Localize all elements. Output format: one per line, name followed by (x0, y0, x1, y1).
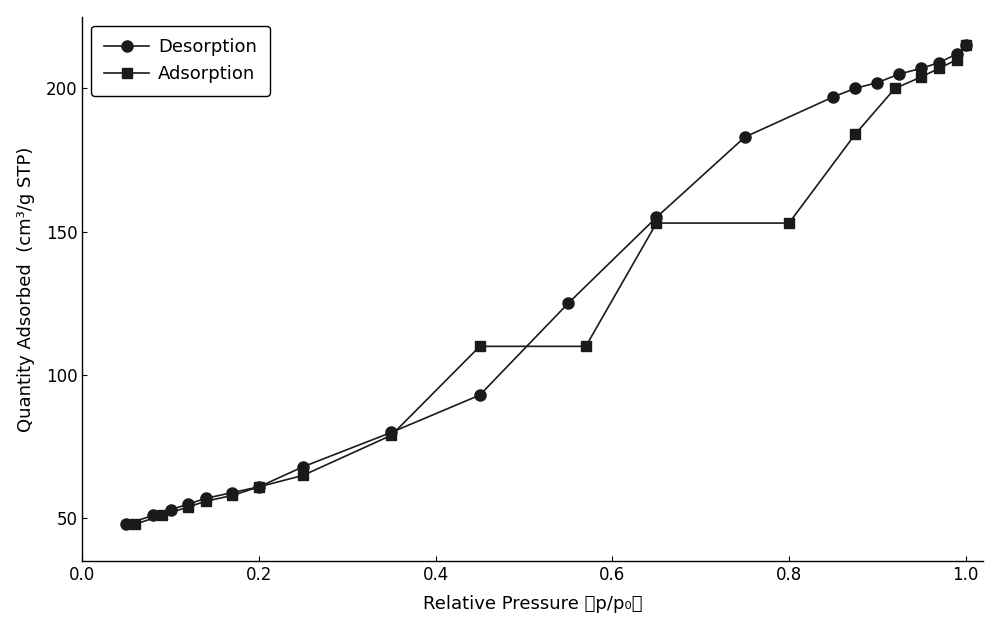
Adsorption (297, 472, 309, 479)
Adsorption (650, 219, 662, 227)
Desorption (933, 59, 945, 66)
Desorption (120, 520, 132, 528)
Adsorption (783, 219, 795, 227)
Desorption (147, 512, 159, 519)
Desorption (650, 214, 662, 221)
Desorption (226, 489, 238, 496)
Desorption (960, 42, 972, 49)
Adsorption (951, 56, 963, 64)
Desorption (200, 495, 212, 502)
Desorption (562, 300, 574, 307)
Desorption (915, 64, 927, 72)
Adsorption (889, 84, 901, 92)
Adsorption (385, 432, 397, 439)
Adsorption (129, 520, 141, 528)
Line: Adsorption: Adsorption (130, 40, 971, 529)
Adsorption (200, 497, 212, 505)
Legend: Desorption, Adsorption: Desorption, Adsorption (91, 26, 270, 96)
Desorption (474, 391, 486, 399)
Desorption (893, 70, 905, 77)
Y-axis label: Quantity Adsorbed  (cm³/g STP): Quantity Adsorbed (cm³/g STP) (17, 146, 35, 432)
Desorption (385, 428, 397, 436)
Desorption (739, 134, 751, 141)
Adsorption (849, 130, 861, 138)
Line: Desorption: Desorption (121, 40, 971, 530)
Adsorption (156, 512, 168, 519)
Adsorption (915, 73, 927, 81)
X-axis label: Relative Pressure （p/p₀）: Relative Pressure （p/p₀） (423, 595, 643, 614)
Adsorption (182, 503, 194, 511)
Adsorption (580, 343, 592, 350)
Desorption (849, 84, 861, 92)
Adsorption (253, 483, 265, 491)
Desorption (165, 506, 177, 513)
Desorption (871, 79, 883, 86)
Desorption (253, 483, 265, 491)
Adsorption (474, 343, 486, 350)
Desorption (951, 50, 963, 58)
Desorption (827, 93, 839, 101)
Adsorption (226, 491, 238, 499)
Desorption (297, 463, 309, 471)
Desorption (182, 500, 194, 508)
Adsorption (960, 42, 972, 49)
Adsorption (933, 64, 945, 72)
